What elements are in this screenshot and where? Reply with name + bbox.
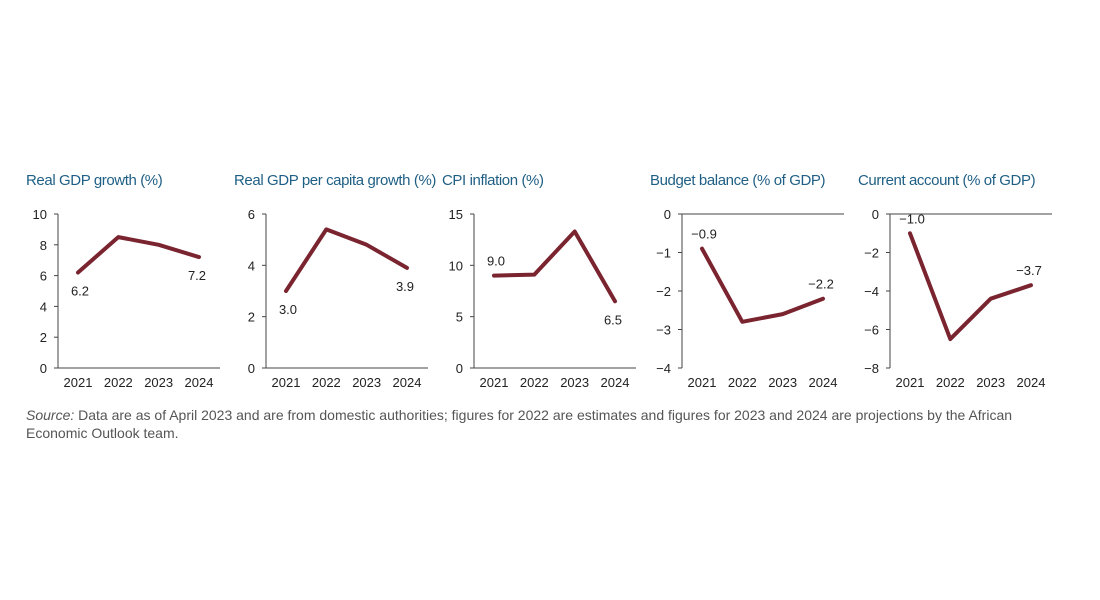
real-gdp-per-capita-growth-y-tick-label: 2 <box>248 310 255 325</box>
budget-balance-of-gdp-y-tick-label: 0 <box>664 207 671 222</box>
real-gdp-growth-y-tick-label: 2 <box>40 330 47 345</box>
real-gdp-growth-y-tick-label: 4 <box>40 299 47 314</box>
current-account-of-gdp-data-label: −1.0 <box>899 211 925 226</box>
chart-title-budget-balance: Budget balance (% of GDP) <box>650 172 826 189</box>
current-account-of-gdp-y-tick-label: −6 <box>864 323 879 338</box>
budget-balance-of-gdp-x-tick-label: 2023 <box>768 375 797 390</box>
budget-balance-of-gdp-series-line <box>700 246 825 324</box>
real-gdp-per-capita-growth-y-tick-label: 0 <box>248 361 255 376</box>
current-account-of-gdp-series-line <box>908 231 1033 342</box>
cpi-inflation-data-label: 6.5 <box>604 312 622 327</box>
current-account-of-gdp-x-tick-label: 2024 <box>1017 375 1046 390</box>
real-gdp-growth-x-tick-label: 2023 <box>144 375 173 390</box>
real-gdp-per-capita-growth-data-label: 3.9 <box>396 279 414 294</box>
cpi-inflation-x-tick-label: 2021 <box>480 375 509 390</box>
source-prefix: Source: <box>26 407 75 423</box>
real-gdp-per-capita-growth-data-label: 3.0 <box>279 302 297 317</box>
real-gdp-growth-y-tick-label: 10 <box>33 207 47 222</box>
real-gdp-growth-data-label: 7.2 <box>188 268 206 283</box>
budget-balance-of-gdp-y-tick-label: −1 <box>656 246 671 261</box>
budget-balance-of-gdp-data-label: −2.2 <box>808 277 834 292</box>
real-gdp-per-capita-growth-series-line <box>284 227 409 293</box>
cpi-inflation-y-tick-label: 10 <box>449 258 463 273</box>
budget-balance-of-gdp-y-tick-label: −3 <box>656 323 671 338</box>
real-gdp-growth-y-tick-label: 8 <box>40 238 47 253</box>
chart-current-account: −8 −6 −4 −2 0 2021 2022 2023 2024 −1.0 −3.7 <box>864 207 1052 390</box>
cpi-inflation-y-tick-label: 5 <box>456 310 463 325</box>
real-gdp-per-capita-growth-y-tick-label: 6 <box>248 207 255 222</box>
real-gdp-growth-y-tick-label: 0 <box>40 361 47 376</box>
budget-balance-of-gdp-data-label: −0.9 <box>691 227 717 242</box>
real-gdp-growth-x-tick-label: 2021 <box>64 375 93 390</box>
current-account-of-gdp-x-tick-label: 2023 <box>976 375 1005 390</box>
cpi-inflation-x-tick-label: 2022 <box>520 375 549 390</box>
real-gdp-per-capita-growth-x-tick-label: 2024 <box>393 375 422 390</box>
real-gdp-per-capita-growth-y-tick-label: 4 <box>248 258 255 273</box>
current-account-of-gdp-y-tick-label: −2 <box>864 246 879 261</box>
chart-title-cpi-inflation: CPI inflation (%) <box>442 172 544 189</box>
chart-cpi-inflation: 0 5 10 15 2021 2022 2023 2024 9.0 6.5 <box>449 207 636 390</box>
cpi-inflation-y-tick-label: 15 <box>449 207 463 222</box>
current-account-of-gdp-x-tick-label: 2021 <box>896 375 925 390</box>
real-gdp-per-capita-growth-x-tick-label: 2023 <box>352 375 381 390</box>
real-gdp-growth-x-tick-label: 2022 <box>104 375 133 390</box>
real-gdp-per-capita-growth-x-tick-label: 2022 <box>312 375 341 390</box>
chart-budget-balance: −4 −3 −2 −1 0 2021 2022 2023 2024 −0.9 −2.2 <box>656 207 844 390</box>
budget-balance-of-gdp-y-tick-label: −2 <box>656 284 671 299</box>
source-note: Source: Data are as of April 2023 and ar… <box>26 406 1076 442</box>
cpi-inflation-x-tick-label: 2023 <box>560 375 589 390</box>
real-gdp-per-capita-growth-x-tick-label: 2021 <box>272 375 301 390</box>
budget-balance-of-gdp-x-tick-label: 2024 <box>809 375 838 390</box>
current-account-of-gdp-y-tick-label: −4 <box>864 284 879 299</box>
budget-balance-of-gdp-x-tick-label: 2021 <box>688 375 717 390</box>
real-gdp-growth-series-line <box>76 235 201 275</box>
current-account-of-gdp-y-tick-label: −8 <box>864 361 879 376</box>
budget-balance-of-gdp-x-tick-label: 2022 <box>728 375 757 390</box>
real-gdp-growth-x-tick-label: 2024 <box>185 375 214 390</box>
cpi-inflation-y-tick-label: 0 <box>456 361 463 376</box>
source-text: Data are as of April 2023 and are from d… <box>26 407 1013 441</box>
current-account-of-gdp-data-label: −3.7 <box>1016 263 1042 278</box>
cpi-inflation-series-line <box>492 229 617 304</box>
real-gdp-growth-y-tick-label: 6 <box>40 269 47 284</box>
cpi-inflation-data-label: 9.0 <box>487 254 505 269</box>
current-account-of-gdp-x-tick-label: 2022 <box>936 375 965 390</box>
chart-title-current-account: Current account (% of GDP) <box>858 172 1036 189</box>
current-account-of-gdp-y-tick-label: 0 <box>872 207 879 222</box>
chart-real-gdp-per-capita-growth: 0 2 4 6 2021 2022 2023 2024 3.0 3.9 <box>248 207 428 390</box>
cpi-inflation-x-tick-label: 2024 <box>601 375 630 390</box>
chart-title-real-gdp-per-capita-growth: Real GDP per capita growth (%) <box>234 172 436 189</box>
chart-title-real-gdp-growth: Real GDP growth (%) <box>26 172 163 189</box>
real-gdp-growth-data-label: 6.2 <box>71 284 89 299</box>
chart-real-gdp-growth: 0 2 4 6 8 10 2021 2022 2023 2024 6.2 7.2 <box>33 207 220 390</box>
budget-balance-of-gdp-y-tick-label: −4 <box>656 361 671 376</box>
